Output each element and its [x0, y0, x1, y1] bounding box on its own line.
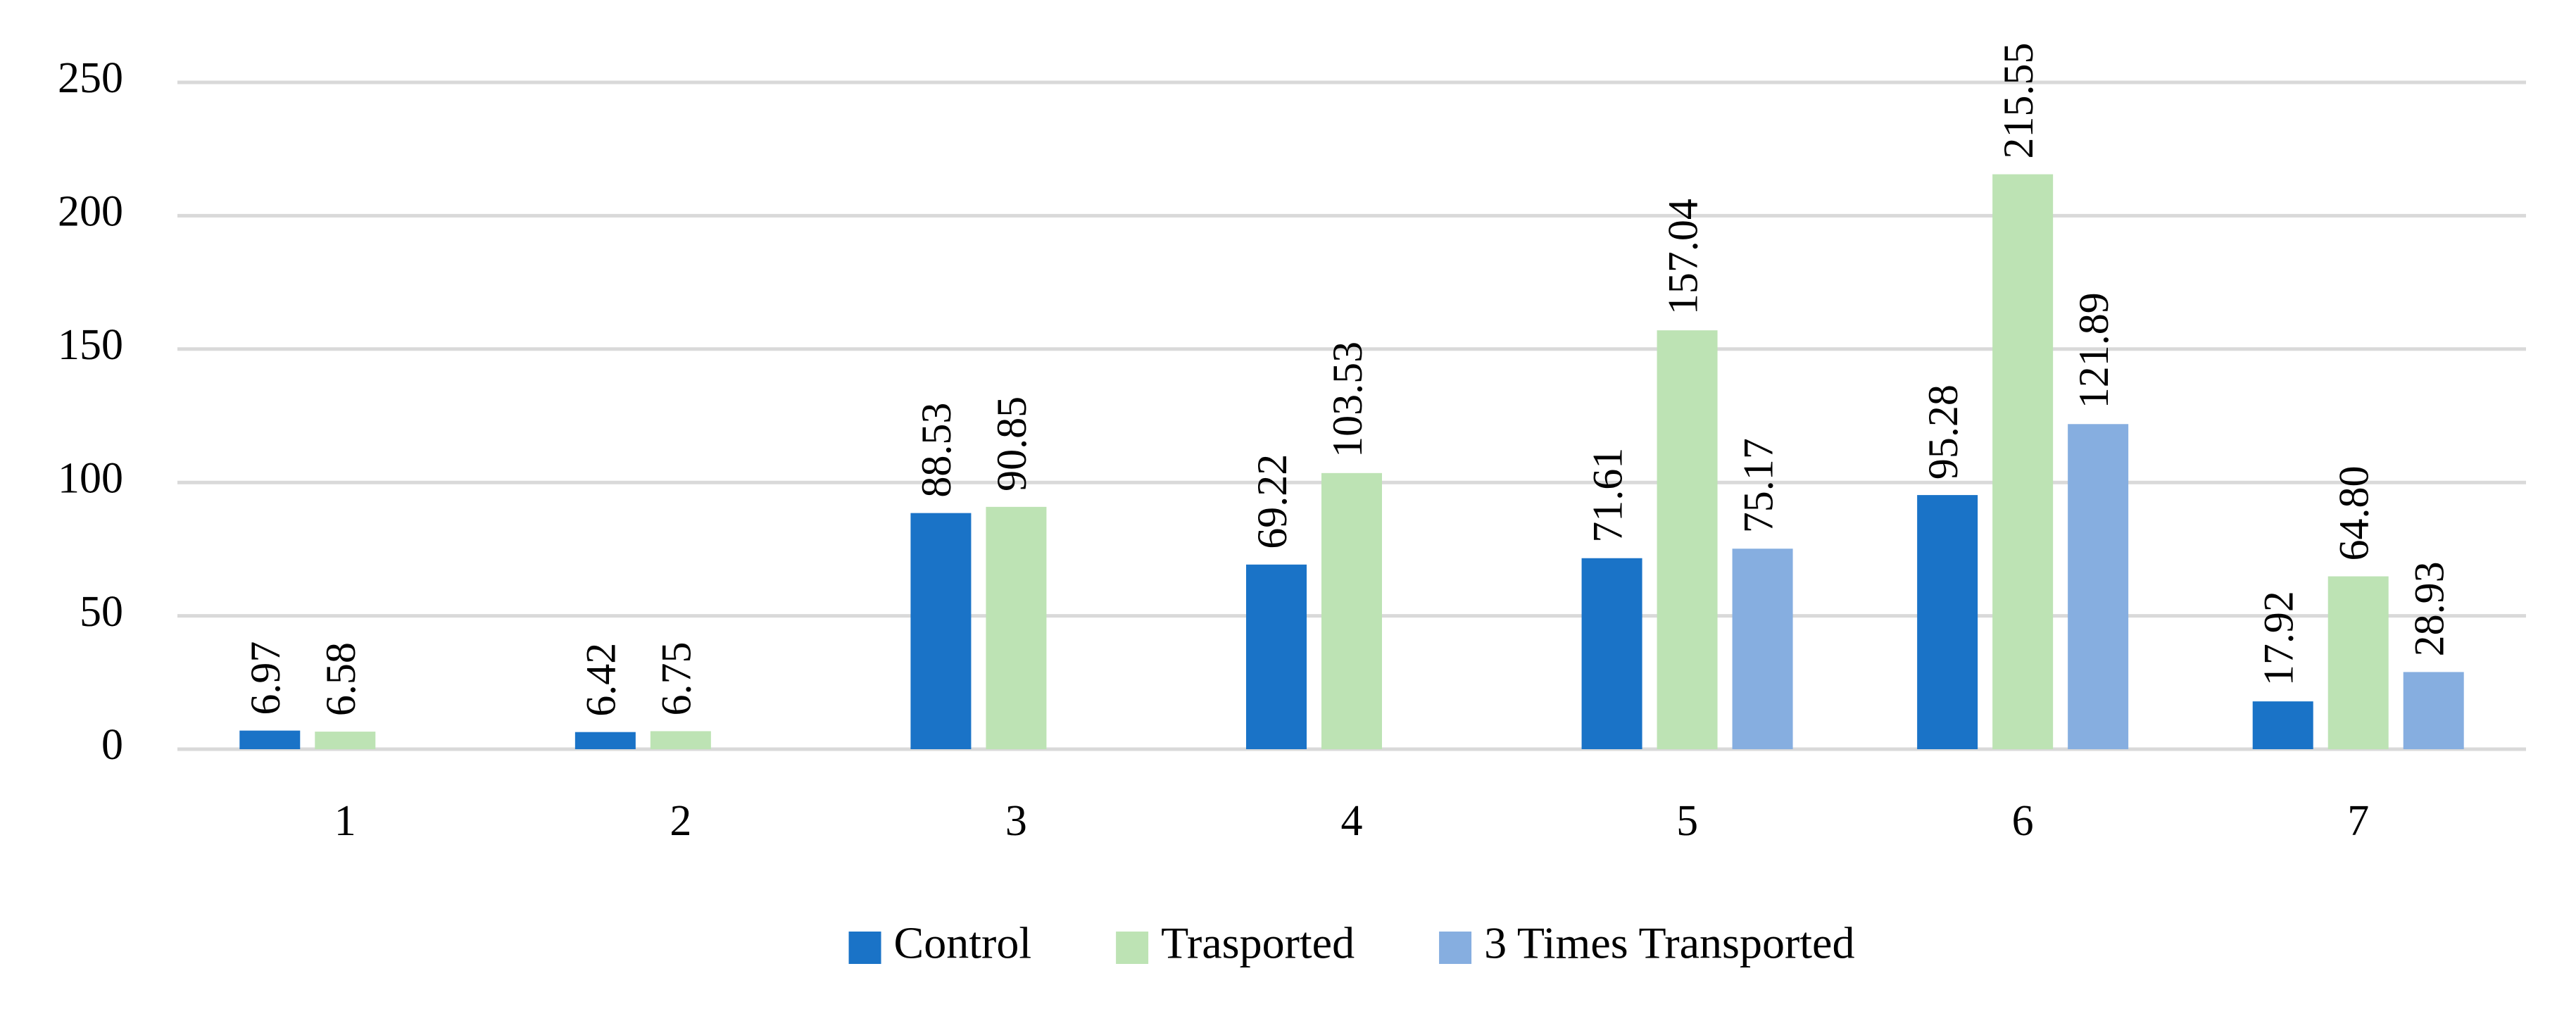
- data-label: 103.53: [1324, 341, 1371, 458]
- bar: [986, 506, 1047, 749]
- bar: [2068, 424, 2129, 749]
- x-tick-label: 3: [1005, 797, 1027, 845]
- bar: [2327, 576, 2389, 749]
- data-label: 121.89: [2071, 292, 2117, 408]
- data-label: 95.28: [1920, 384, 1966, 480]
- x-tick-label: 4: [1341, 797, 1363, 845]
- bar: [1321, 472, 1382, 749]
- data-label: 17.92: [2255, 591, 2301, 686]
- data-label: 71.61: [1584, 448, 1631, 543]
- data-label: 6.97: [242, 641, 289, 715]
- data-label: 88.53: [913, 403, 960, 498]
- data-label: 6.58: [318, 642, 364, 716]
- data-label: 215.55: [1995, 42, 2042, 158]
- legend-swatch: [1116, 932, 1149, 964]
- bar: [650, 731, 711, 749]
- data-label: 6.75: [653, 641, 700, 715]
- data-label: 75.17: [1735, 438, 1781, 533]
- bar: [239, 730, 301, 749]
- legend-label: Trasported: [1161, 918, 1355, 968]
- y-tick-label: 200: [58, 188, 123, 236]
- legend-swatch: [848, 932, 881, 964]
- x-tick-label: 1: [334, 797, 356, 845]
- legend-label: 3 Times Transported: [1484, 918, 1854, 968]
- bar: [1732, 549, 1793, 749]
- data-label: 28.93: [2406, 561, 2452, 656]
- y-tick-label: 0: [101, 721, 123, 769]
- data-label: 157.04: [1659, 199, 1706, 315]
- legend-label: Control: [894, 918, 1032, 968]
- y-tick-label: 250: [58, 54, 123, 102]
- bar: [2252, 701, 2313, 749]
- x-tick-label: 5: [1676, 797, 1698, 845]
- data-label: 6.42: [578, 643, 624, 717]
- legend: Control Trasported 3 Times Transported: [848, 918, 1854, 968]
- y-tick-label: 150: [58, 321, 123, 369]
- bar: [910, 513, 972, 749]
- bar: [1246, 564, 1307, 749]
- bar: [2403, 672, 2464, 749]
- bar: [1917, 495, 1978, 749]
- bar: [1992, 174, 2054, 750]
- data-label: 69.22: [1249, 454, 1295, 549]
- y-tick-label: 50: [80, 588, 123, 636]
- data-label: 90.85: [988, 396, 1035, 491]
- x-tick-label: 6: [2012, 797, 2034, 845]
- x-tick-label: 7: [2347, 797, 2369, 845]
- bar: [574, 732, 636, 749]
- bar: [315, 732, 376, 749]
- y-tick-label: 100: [58, 454, 123, 502]
- bar: [1657, 330, 1718, 750]
- legend-swatch: [1439, 932, 1472, 964]
- bar: [1581, 558, 1642, 749]
- data-label: 64.80: [2330, 466, 2377, 561]
- x-tick-label: 2: [670, 797, 691, 845]
